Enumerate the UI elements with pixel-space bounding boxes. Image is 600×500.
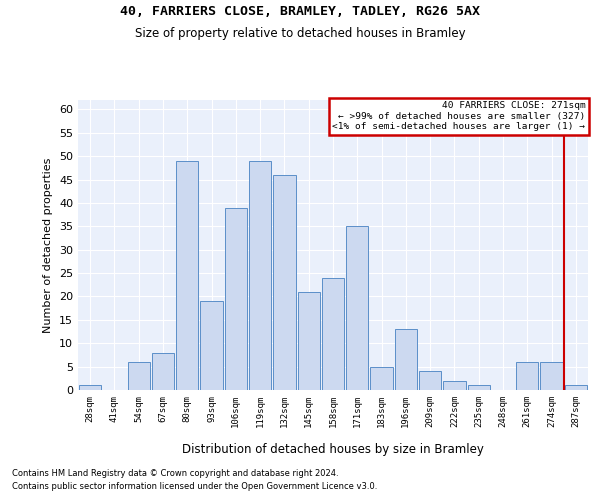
Bar bbox=[224, 208, 247, 390]
Bar bbox=[565, 386, 587, 390]
Text: Size of property relative to detached houses in Bramley: Size of property relative to detached ho… bbox=[134, 28, 466, 40]
Bar bbox=[395, 329, 417, 390]
Bar bbox=[346, 226, 368, 390]
Bar bbox=[128, 362, 150, 390]
Bar bbox=[467, 386, 490, 390]
Bar bbox=[273, 175, 296, 390]
Text: Distribution of detached houses by size in Bramley: Distribution of detached houses by size … bbox=[182, 442, 484, 456]
Bar bbox=[419, 372, 442, 390]
Text: Contains public sector information licensed under the Open Government Licence v3: Contains public sector information licen… bbox=[12, 482, 377, 491]
Bar bbox=[298, 292, 320, 390]
Text: 40 FARRIERS CLOSE: 271sqm
← >99% of detached houses are smaller (327)
<1% of sem: 40 FARRIERS CLOSE: 271sqm ← >99% of deta… bbox=[332, 102, 586, 132]
Bar bbox=[176, 161, 199, 390]
Bar bbox=[443, 380, 466, 390]
Y-axis label: Number of detached properties: Number of detached properties bbox=[43, 158, 53, 332]
Text: 40, FARRIERS CLOSE, BRAMLEY, TADLEY, RG26 5AX: 40, FARRIERS CLOSE, BRAMLEY, TADLEY, RG2… bbox=[120, 5, 480, 18]
Bar bbox=[322, 278, 344, 390]
Text: Contains HM Land Registry data © Crown copyright and database right 2024.: Contains HM Land Registry data © Crown c… bbox=[12, 468, 338, 477]
Bar bbox=[370, 366, 393, 390]
Bar bbox=[516, 362, 538, 390]
Bar bbox=[541, 362, 563, 390]
Bar bbox=[79, 386, 101, 390]
Bar bbox=[152, 352, 174, 390]
Bar bbox=[200, 301, 223, 390]
Bar bbox=[249, 161, 271, 390]
